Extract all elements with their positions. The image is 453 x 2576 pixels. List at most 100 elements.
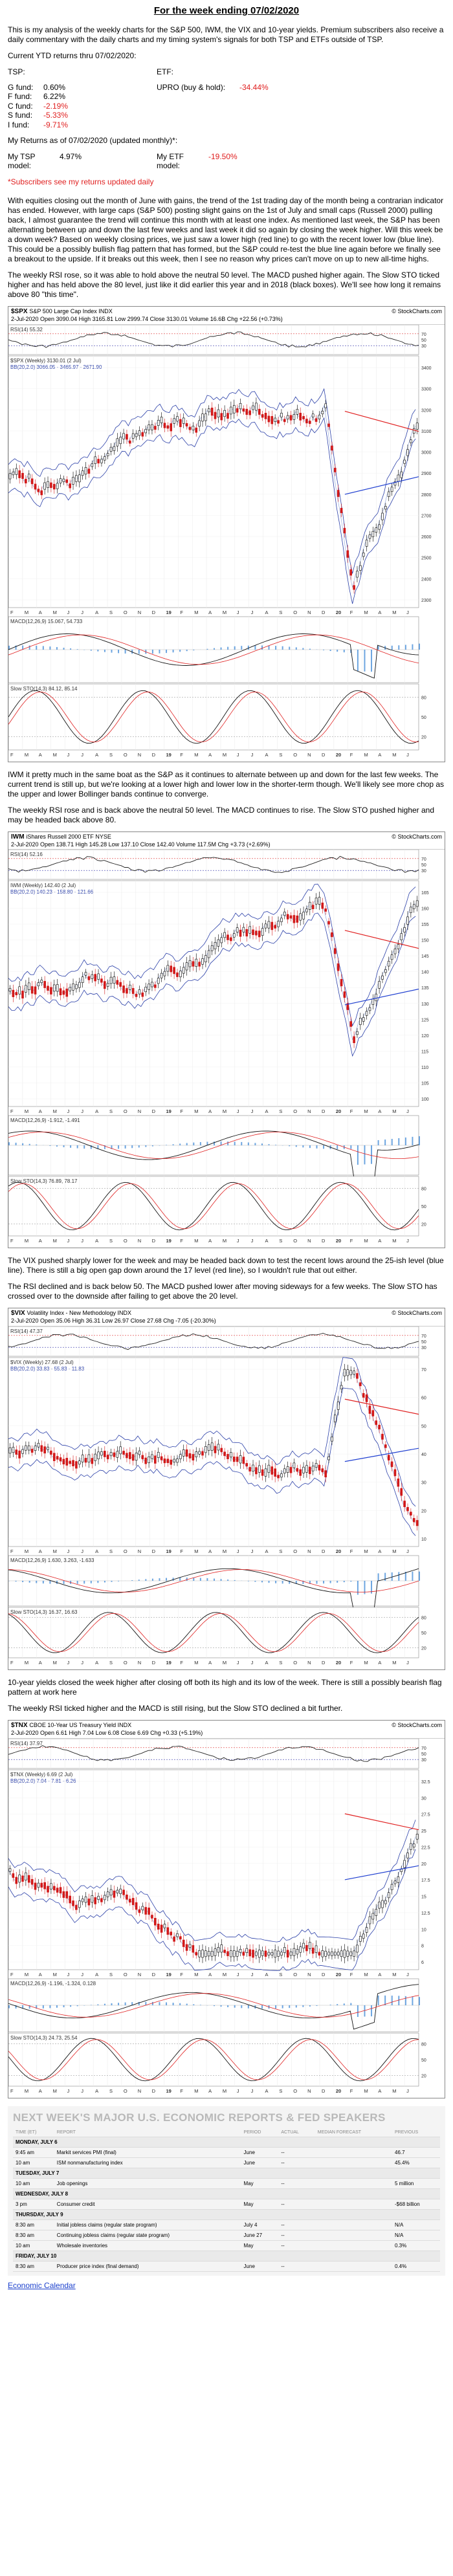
candle bbox=[283, 912, 286, 916]
x-tick: M bbox=[53, 1660, 57, 1666]
candle bbox=[381, 1433, 384, 1440]
x-tick: M bbox=[53, 752, 57, 758]
fund-row: G fund: 0.60% bbox=[8, 83, 157, 92]
candle bbox=[131, 1898, 135, 1905]
candle bbox=[160, 973, 163, 978]
macd-histogram-bar bbox=[28, 645, 30, 650]
price-panel-label: IWM (Weekly) 142.40 (2 Jul) bbox=[10, 883, 76, 888]
candle bbox=[144, 1457, 148, 1464]
candle bbox=[170, 1459, 173, 1465]
x-tick: J bbox=[67, 610, 69, 615]
candle bbox=[249, 1467, 251, 1472]
chart-ohlc: 2-Jul-2020 Open 35.06 High 36.31 Low 26.… bbox=[11, 1317, 216, 1325]
candle bbox=[393, 481, 397, 485]
macd-histogram-bar bbox=[364, 2005, 366, 2017]
economic-calendar-link[interactable]: Economic Calendar bbox=[8, 2280, 76, 2290]
x-tick: F bbox=[180, 1660, 183, 1666]
macd-histogram-bar bbox=[15, 645, 17, 650]
candle bbox=[353, 584, 355, 589]
price-tick: 155 bbox=[421, 923, 429, 927]
econ-row: 10 am ISM nonmanufacturing index June -- 45.… bbox=[13, 2157, 440, 2168]
candle bbox=[131, 988, 135, 995]
candle bbox=[166, 1927, 170, 1935]
x-tick: S bbox=[279, 610, 282, 615]
candle bbox=[302, 415, 305, 419]
tsp-model-label: My TSP model: bbox=[8, 151, 36, 171]
fund-list: G fund: 0.60% F fund: 6.22% C fund: -2.19% S f… bbox=[8, 83, 157, 129]
candle bbox=[245, 929, 249, 937]
candle bbox=[375, 1909, 378, 1916]
candle bbox=[415, 900, 419, 907]
macd-histogram-bar bbox=[42, 2005, 44, 2009]
econ-forecast bbox=[315, 2261, 392, 2272]
macd-histogram-bar bbox=[104, 1581, 105, 1583]
sto-tick: 80 bbox=[421, 696, 426, 700]
macd-histogram-bar bbox=[97, 1145, 99, 1150]
candle bbox=[72, 1900, 74, 1906]
x-tick: M bbox=[223, 1660, 226, 1666]
candle bbox=[271, 1952, 274, 1955]
candle bbox=[163, 1459, 166, 1464]
sto-tick: 80 bbox=[421, 1187, 426, 1192]
econ-actual: -- bbox=[278, 2157, 315, 2168]
x-tick: F bbox=[10, 1660, 14, 1666]
candle bbox=[340, 1385, 343, 1390]
candle bbox=[84, 1458, 87, 1463]
macd-histogram-bar bbox=[364, 649, 366, 672]
candle bbox=[359, 565, 362, 571]
rsi-tick: 70 bbox=[421, 1746, 426, 1751]
macd-histogram-bar bbox=[268, 1581, 270, 1583]
candle bbox=[109, 446, 113, 452]
econ-time: 8:30 am bbox=[13, 2219, 54, 2230]
iwm-chart: IWM iShares Russell 2000 ETF NYSE © Stock… bbox=[8, 831, 445, 1249]
candle bbox=[309, 1466, 311, 1475]
econ-day-row: FRIDAY, JULY 10 bbox=[13, 2251, 440, 2262]
sto-d-line bbox=[8, 1613, 419, 1653]
x-tick: D bbox=[322, 610, 326, 615]
candle bbox=[378, 1425, 381, 1430]
candle bbox=[21, 991, 24, 999]
x-tick: O bbox=[124, 610, 127, 615]
candle bbox=[185, 1449, 188, 1457]
candle bbox=[100, 978, 103, 983]
macd-histogram-bar bbox=[350, 1145, 352, 1149]
candle bbox=[27, 1446, 30, 1451]
candle bbox=[378, 981, 381, 989]
x-tick: M bbox=[364, 1972, 368, 1977]
candle bbox=[129, 1452, 131, 1459]
fund-name: C fund: bbox=[8, 101, 33, 111]
econ-previous: -$68 billion bbox=[392, 2199, 440, 2210]
macd-histogram-bar bbox=[247, 2005, 249, 2009]
econ-actual: -- bbox=[278, 2219, 315, 2230]
x-tick: J bbox=[251, 752, 254, 758]
candle bbox=[52, 1453, 56, 1462]
chart-ohlc: 2-Jul-2020 Open 6.61 High 7.04 Low 6.08 … bbox=[11, 1730, 203, 1737]
macd-histogram-bar bbox=[36, 1581, 38, 1583]
candle bbox=[47, 985, 49, 991]
econ-actual: -- bbox=[278, 2261, 315, 2272]
candle bbox=[157, 1452, 160, 1459]
macd-histogram-bar bbox=[151, 1145, 153, 1147]
candle bbox=[154, 425, 157, 430]
candle bbox=[204, 413, 207, 421]
candle bbox=[94, 974, 96, 982]
candle bbox=[356, 1944, 359, 1953]
x-tick: M bbox=[53, 1972, 57, 1977]
blue-trendline bbox=[344, 1448, 419, 1462]
macd-histogram-bar bbox=[166, 2002, 168, 2005]
x-tick: A bbox=[378, 610, 381, 615]
candle bbox=[359, 1018, 362, 1026]
candle bbox=[37, 1443, 40, 1448]
price-panel-label: $TNX (Weekly) 6.69 (2 Jul) bbox=[10, 1772, 73, 1778]
macd-histogram-bar bbox=[63, 2005, 65, 2007]
macd-histogram-bar bbox=[377, 645, 379, 650]
candle bbox=[87, 468, 91, 474]
candle bbox=[170, 423, 173, 431]
candle bbox=[318, 1464, 321, 1471]
candle bbox=[100, 458, 103, 463]
price-tick: 2400 bbox=[421, 577, 432, 582]
candle bbox=[176, 415, 179, 421]
price-tick: 2500 bbox=[421, 556, 432, 560]
macd-histogram-bar bbox=[206, 1141, 208, 1146]
candle bbox=[286, 1950, 289, 1958]
